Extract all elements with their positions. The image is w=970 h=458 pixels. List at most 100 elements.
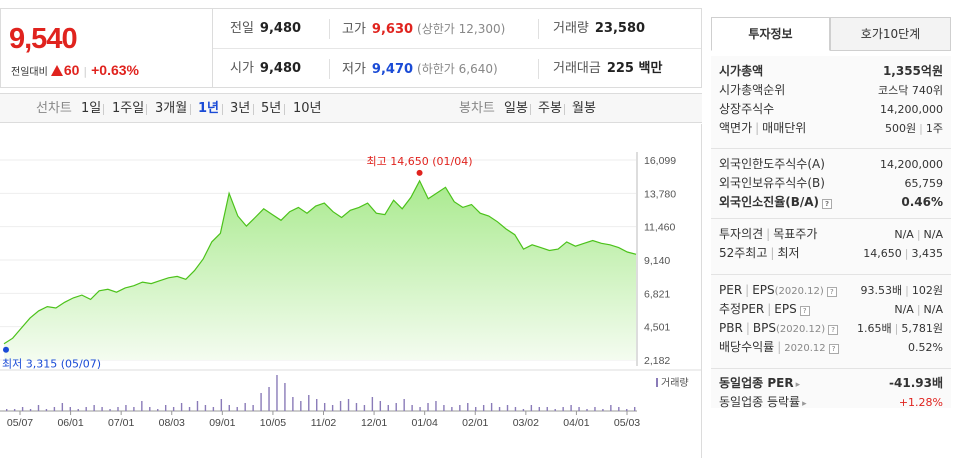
volume-bar — [244, 403, 246, 411]
volume-bar — [538, 407, 541, 411]
opinion-value: N/A — [894, 228, 914, 241]
volume-bar — [331, 405, 334, 411]
prev-close-value: 9,480 — [259, 21, 302, 36]
tab-investment-info[interactable]: 투자정보 — [711, 17, 830, 51]
high-marker — [416, 169, 423, 176]
volume-bar — [13, 409, 16, 411]
est-eps-label: EPS — [774, 302, 797, 316]
x-tick-label: 06/01 — [57, 417, 83, 429]
foreign-hold-row: 외국인보유주식수(B) 65,759 — [719, 174, 947, 193]
volume-bar — [21, 407, 24, 411]
period-3y[interactable]: 3년 — [230, 101, 251, 116]
divider — [190, 104, 191, 115]
target-label: 목표주가 — [773, 227, 818, 241]
high-annotation: 최고 14,650 (01/04) — [367, 155, 473, 168]
volume-bar — [475, 407, 477, 411]
period-1d[interactable]: 1일 — [81, 101, 102, 116]
volume-bar — [109, 409, 111, 411]
volume-bar — [387, 405, 389, 411]
eps-value: 102원 — [911, 284, 943, 297]
market-rank-label: 시가총액순위 — [719, 83, 786, 97]
foreign-ratio-row: 외국인소진율(B/A)? 0.46% — [719, 193, 947, 212]
volume-bar — [204, 405, 207, 411]
period-10y[interactable]: 10년 — [293, 101, 322, 116]
volume-bar — [634, 407, 636, 411]
volume-bar — [586, 409, 588, 411]
volume-bar — [53, 407, 56, 411]
dividend-value: 0.52% — [908, 341, 943, 354]
dividend-row: 배당수익률 | 2020.12? 0.52% — [719, 338, 947, 357]
period-daily-candle[interactable]: 일봉 — [504, 101, 528, 116]
current-price: 9,540 — [9, 23, 78, 55]
volume-bar — [45, 409, 48, 411]
volume-bar — [459, 405, 461, 411]
week52-low-value: 3,435 — [911, 247, 944, 260]
volume-bar — [395, 403, 397, 411]
divider — [253, 104, 254, 115]
y-tick-label: 6,821 — [644, 288, 670, 300]
target-value: N/A — [923, 228, 943, 241]
quote-row-1: 전일 9,480 고가 9,630 (상한가 12,300) 거래량 23,580 — [213, 9, 701, 49]
investment-info-panel: 투자정보 호가10단계 시가총액 1,355억원 시가총액순위 코스닥 740위 상… — [711, 17, 951, 409]
help-icon[interactable]: ? — [828, 325, 839, 335]
volume-bar — [618, 407, 620, 411]
volume-label: 거래량 — [553, 21, 589, 36]
dividend-label: 배당수익률 — [719, 340, 775, 354]
volume-bar — [411, 405, 413, 411]
change-value: 60 — [63, 62, 80, 78]
valuation-section: PER | EPS(2020.12)? 93.53배 | 102원 추정PER | EPS? N… — [711, 274, 951, 360]
foreign-limit-value: 14,200,000 — [880, 158, 943, 171]
x-tick-label: 08/03 — [159, 417, 185, 429]
volume-bar — [196, 401, 199, 411]
shares-value: 14,200,000 — [880, 103, 943, 116]
volume-bar — [371, 397, 374, 411]
volume-bar — [316, 399, 318, 411]
period-1y[interactable]: 1년 — [198, 101, 220, 116]
sector-change-label: 동일업종 등락률 — [719, 395, 801, 409]
sector-per-row: 동일업종 PER ▸ -41.93배 — [719, 374, 947, 393]
y-tick-label: 2,182 — [644, 355, 670, 367]
volume-bar — [252, 405, 254, 411]
volume-bar — [530, 405, 533, 411]
volume-bar — [347, 399, 350, 411]
divider — [103, 104, 104, 115]
volume-bar — [300, 401, 302, 411]
help-icon[interactable]: ? — [799, 306, 810, 316]
pbr-bps-row: PBR | BPS(2020.12)? 1.65배 | 5,781원 — [719, 321, 943, 335]
low-annotation: 최저 3,315 (05/07) — [2, 358, 101, 371]
help-icon[interactable]: ? — [826, 287, 837, 297]
pbr-value: 1.65배 — [857, 322, 892, 335]
per-eps-year: (2020.12) — [774, 286, 824, 297]
period-3m[interactable]: 3개월 — [155, 101, 188, 116]
bps-label: BPS — [752, 321, 776, 335]
high-label: 고가 — [342, 22, 366, 37]
volume-bar — [77, 409, 79, 411]
volume-bar — [101, 407, 103, 411]
volume-bar — [498, 407, 501, 411]
amount-label: 거래대금 — [553, 61, 601, 76]
volume-bar — [578, 407, 580, 411]
period-weekly-candle[interactable]: 주봉 — [538, 101, 562, 116]
est-per-row: 추정PER | EPS? N/A | N/A — [719, 302, 943, 316]
per-eps-row: PER | EPS(2020.12)? 93.53배 | 102원 — [719, 283, 943, 297]
open-label: 시가 — [230, 61, 254, 76]
volume-bar — [149, 407, 151, 411]
quote-summary: 전일 9,480 고가 9,630 (상한가 12,300) 거래량 23,580 시가… — [212, 8, 702, 88]
per-label: PER — [719, 283, 743, 297]
tab-order-book[interactable]: 호가10단계 — [830, 17, 951, 51]
low-value: 9,470 — [371, 62, 414, 77]
divider — [530, 104, 531, 115]
divider — [284, 104, 285, 115]
period-monthly-candle[interactable]: 월봉 — [572, 101, 596, 116]
help-icon[interactable]: ? — [822, 199, 833, 209]
x-tick-label: 11/02 — [311, 417, 337, 429]
help-icon[interactable]: ? — [828, 344, 839, 354]
period-5y[interactable]: 5년 — [261, 101, 282, 116]
volume-bar — [180, 403, 183, 411]
prev-close-cell: 전일 9,480 — [230, 9, 301, 49]
period-1w[interactable]: 1주일 — [112, 101, 145, 116]
volume-bar — [626, 409, 628, 411]
pbr-bps-year: (2020.12) — [775, 324, 826, 335]
market-cap-row: 시가총액 1,355억원 — [719, 62, 947, 81]
